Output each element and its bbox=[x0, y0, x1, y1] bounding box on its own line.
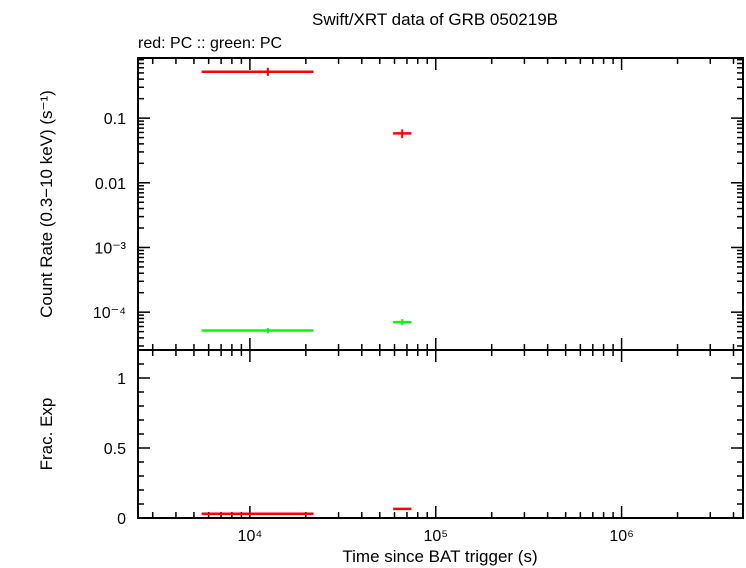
x-tick-label: 10⁶ bbox=[609, 528, 633, 545]
x-tick-label: 10⁵ bbox=[424, 528, 448, 545]
y-tick-label: 0.1 bbox=[104, 111, 126, 128]
fractional-exposure-panel: 00.51 Frac. Exp bbox=[37, 349, 744, 528]
count-rate-data bbox=[201, 67, 412, 334]
x-tick-label: 10⁴ bbox=[238, 528, 263, 545]
y-tick-label: 0 bbox=[117, 511, 126, 528]
fractional-exposure-axis-ticks: 00.51 bbox=[104, 349, 743, 528]
y-tick-label: 10⁻⁴ bbox=[93, 305, 126, 322]
chart-title: Swift/XRT data of GRB 050219B bbox=[312, 10, 558, 29]
chart-subtitle: red: PC :: green: PC bbox=[138, 35, 282, 52]
y-tick-label: 0.5 bbox=[104, 441, 126, 458]
fractional-exposure-axis-label: Frac. Exp bbox=[37, 398, 56, 471]
count-rate-axis-ticks: 0.1 0.01 10⁻³ 10⁻⁴ bbox=[93, 58, 743, 350]
y-tick-label: 1 bbox=[117, 371, 126, 388]
count-rate-axis-label: Count Rate (0.3−10 keV) (s⁻¹) bbox=[37, 90, 56, 318]
fractional-exposure-data bbox=[201, 507, 412, 516]
x-axis-label: Time since BAT trigger (s) bbox=[342, 547, 537, 566]
fractional-exposure-frame bbox=[137, 349, 744, 519]
x-axis-tick-labels: 10⁴ 10⁵ 10⁶ bbox=[238, 528, 634, 545]
count-rate-frame bbox=[137, 57, 744, 351]
count-rate-panel: 0.1 0.01 10⁻³ 10⁻⁴ Count Rate (0.3−10 keV) … bbox=[37, 57, 744, 351]
y-tick-label: 0.01 bbox=[95, 176, 126, 193]
y-tick-label: 10⁻³ bbox=[94, 240, 126, 257]
